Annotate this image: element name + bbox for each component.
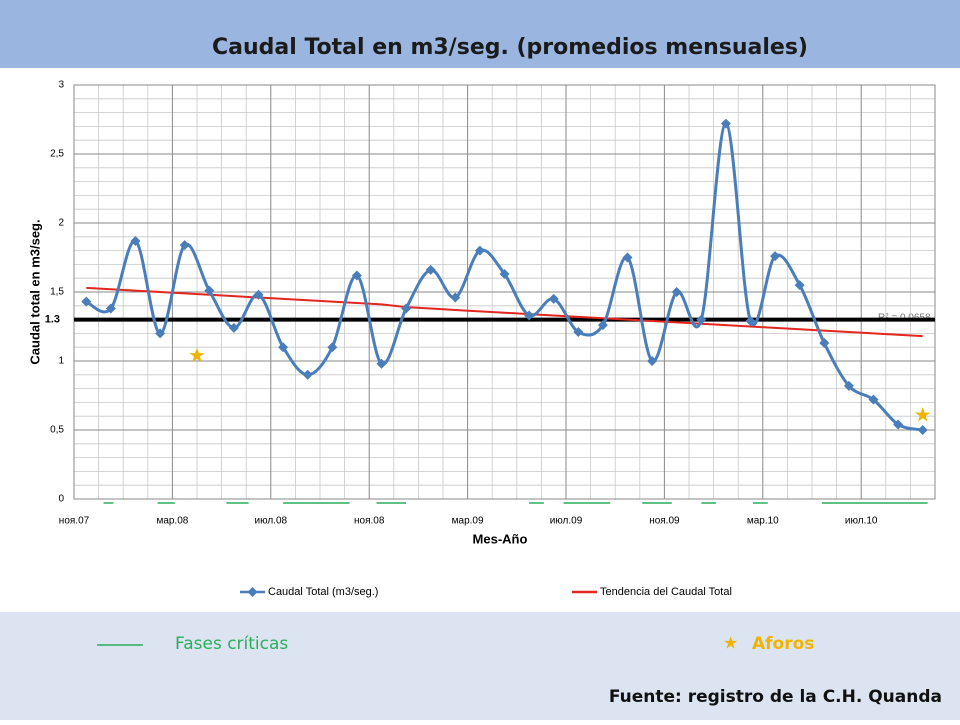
data-point <box>770 251 781 262</box>
data-point <box>647 356 658 366</box>
data-point <box>204 285 215 296</box>
data-point <box>179 240 190 251</box>
data-point <box>81 296 92 307</box>
data-point <box>622 252 633 263</box>
aforos-legend-label: Aforos <box>752 634 814 654</box>
y-tick-label: 2,5 <box>50 149 64 160</box>
data-point <box>671 287 682 297</box>
chart-title: Caudal Total en m3/seg. (promedios mensu… <box>212 35 808 60</box>
data-point <box>524 310 535 321</box>
data-point <box>376 358 387 369</box>
data-point <box>573 327 584 338</box>
x-tick-label: ноя.08 <box>354 516 385 527</box>
x-tick-label: июл.08 <box>254 516 287 527</box>
header-band <box>0 0 960 68</box>
data-point <box>228 322 239 333</box>
x-tick-label: ноя.07 <box>59 516 90 527</box>
legend-marker <box>247 587 258 597</box>
legend-label: Tendencia del Caudal Total <box>600 586 732 598</box>
data-point <box>745 315 756 326</box>
plot-frame <box>73 84 936 500</box>
x-tick-label: мар.09 <box>452 516 484 527</box>
aforo-star: ★ <box>188 345 206 367</box>
y-axis-label: Caudal total en m3/seg. <box>27 219 42 364</box>
series-line <box>85 122 924 432</box>
y-tick-label: 1 <box>58 356 64 367</box>
data-point <box>401 303 412 314</box>
data-point <box>351 270 362 281</box>
data-point <box>893 419 904 430</box>
data-point <box>278 342 289 353</box>
x-tick-label: мар.10 <box>747 516 779 527</box>
data-point <box>105 303 116 314</box>
data-point <box>720 118 731 129</box>
critical-legend-label: Fases críticas <box>175 634 288 654</box>
data-point <box>917 425 928 435</box>
threshold-label: 1.3 <box>45 314 60 326</box>
y-tick-label: 2 <box>58 218 64 229</box>
aforos-legend-symbol: ★ <box>723 633 738 652</box>
series-line <box>86 286 923 338</box>
data-point <box>450 292 461 303</box>
x-tick-label: мар.08 <box>156 516 188 527</box>
x-tick-label: июл.10 <box>845 516 878 527</box>
data-point <box>302 369 313 380</box>
data-point <box>794 280 805 291</box>
data-point <box>130 235 141 246</box>
y-tick-label: 3 <box>58 80 64 91</box>
data-point <box>843 380 854 391</box>
y-tick-label: 0 <box>58 494 64 505</box>
chart-area <box>0 68 960 612</box>
x-tick-label: июл.09 <box>550 516 583 527</box>
data-point <box>499 269 510 280</box>
data-point <box>155 328 166 339</box>
data-point <box>548 293 559 304</box>
footer-band <box>0 612 960 720</box>
x-tick-label: ноя.09 <box>649 516 680 527</box>
data-point <box>474 245 485 256</box>
aforo-star: ★ <box>914 404 932 426</box>
data-point <box>868 394 879 405</box>
data-point <box>425 264 436 275</box>
data-point <box>819 338 830 349</box>
data-point <box>327 342 338 353</box>
legend-label: Caudal Total (m3/seg.) <box>268 586 378 598</box>
data-point <box>597 320 608 331</box>
x-axis-label: Mes-Año <box>473 531 528 546</box>
data-point <box>696 314 707 325</box>
data-point <box>253 289 264 300</box>
y-tick-label: 0,5 <box>50 425 64 436</box>
source: Fuente: registro de la C.H. Quanda <box>609 687 942 707</box>
y-tick-label: 1,5 <box>50 287 64 298</box>
